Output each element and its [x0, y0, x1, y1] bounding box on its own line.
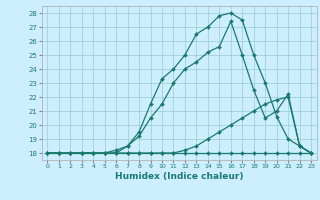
X-axis label: Humidex (Indice chaleur): Humidex (Indice chaleur) [115, 172, 244, 181]
